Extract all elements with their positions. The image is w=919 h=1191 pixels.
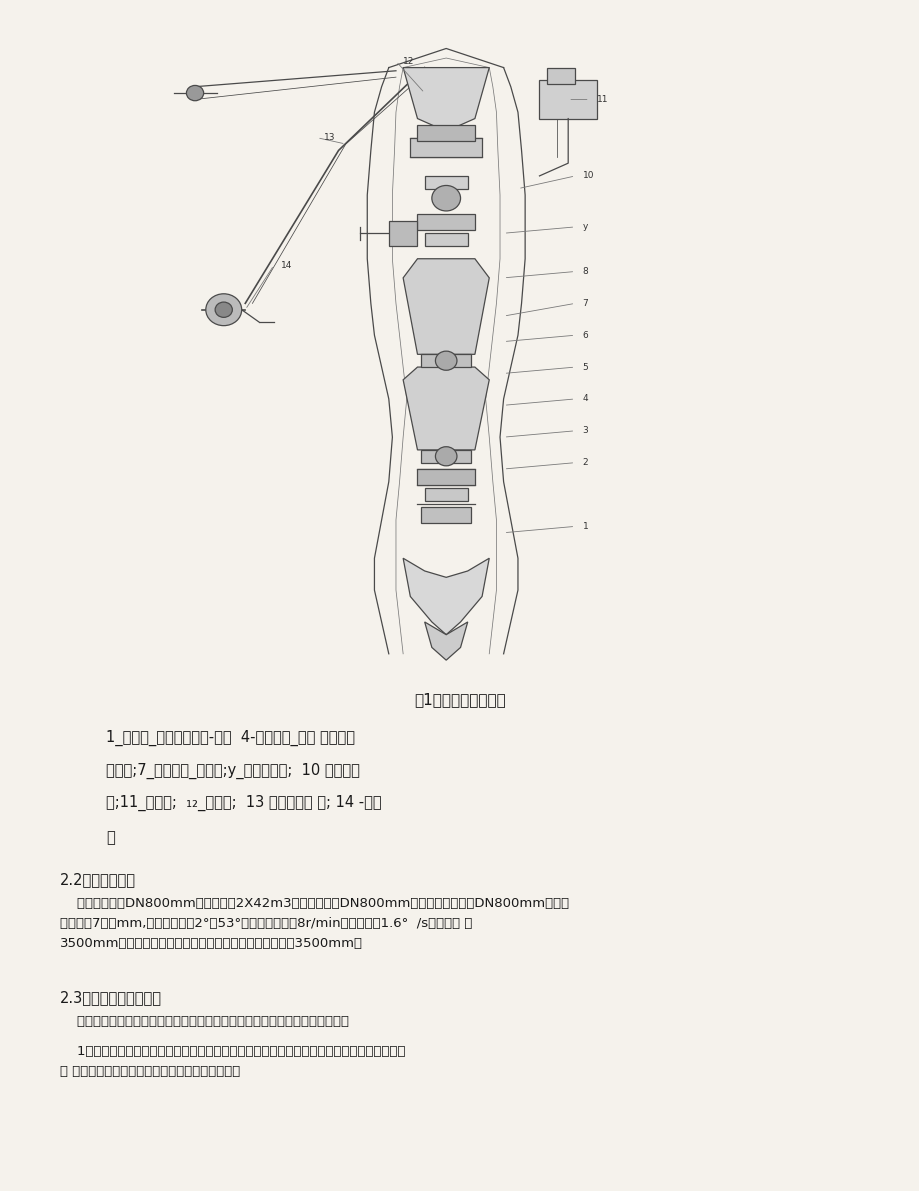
Circle shape xyxy=(215,303,233,317)
Bar xyxy=(389,220,417,247)
Text: 图1高炉炉顶设备布首: 图1高炉炉顶设备布首 xyxy=(414,692,505,707)
Circle shape xyxy=(435,351,457,370)
Text: 4: 4 xyxy=(582,394,587,404)
Circle shape xyxy=(206,294,242,325)
Text: 1_高炉乜_水冷齿轮笱乜-阀笱  4-称量罐应_上料 闸弋一上: 1_高炉乜_水冷齿轮笱乜-阀笱 4-称量罐应_上料 闸弋一上 xyxy=(106,730,355,747)
Text: 14: 14 xyxy=(281,261,292,269)
Text: 阀;11_消音器;  ₁₂_放散阀;  13 一粗煤气管 道; 14 -眼镜: 阀;11_消音器; ₁₂_放散阀; 13 一粗煤气管 道; 14 -眼镜 xyxy=(106,796,381,811)
Bar xyxy=(421,507,471,523)
Text: 12: 12 xyxy=(403,57,414,66)
Text: 13: 13 xyxy=(323,133,335,142)
Text: 6: 6 xyxy=(582,331,587,339)
Bar xyxy=(410,138,482,157)
Text: 上密封阀通径DN800mm，料罐容积2X42m3下密封阀通径DN800mm，料流调节阀通径DN800mm，中心
喃管直徂7〵〰mm,溥槽倾动范围2°～53°，溥: 上密封阀通径DN800mm，料罐容积2X42m3下密封阀通径DN800mm，料流… xyxy=(60,897,568,950)
Polygon shape xyxy=(403,258,489,355)
Polygon shape xyxy=(403,559,489,635)
Text: 1）根据炉料的下料特性，对料罐形状进行了优化，并缩小了两罐之间的距离，保证卸料时罐
内 炉料均匀下沉，基本消除了炉料在罐内的偏析。: 1）根据炉料的下料特性，对料罐形状进行了优化，并缩小了两罐之间的距离，保证卸料时… xyxy=(60,1045,405,1078)
Polygon shape xyxy=(403,367,489,450)
Text: 10: 10 xyxy=(582,172,594,180)
Bar xyxy=(425,488,467,501)
Text: 5: 5 xyxy=(582,362,587,372)
Bar xyxy=(539,80,596,119)
Text: 11: 11 xyxy=(596,95,607,104)
Text: 2.2主要设备规格: 2.2主要设备规格 xyxy=(60,872,136,887)
Text: 阀: 阀 xyxy=(106,830,115,844)
Text: 7: 7 xyxy=(582,299,587,307)
Text: 3: 3 xyxy=(582,426,587,435)
Text: 1: 1 xyxy=(582,522,587,531)
Text: 8: 8 xyxy=(582,267,587,276)
Circle shape xyxy=(187,86,203,101)
Polygon shape xyxy=(425,622,467,660)
Bar xyxy=(417,125,474,141)
Text: 密封阀;7_上料罐焉_皮带机;y_旋凤除尘器;  10 一均排压: 密封阀;7_上料罐焉_皮带机;y_旋凤除尘器; 10 一均排压 xyxy=(106,763,359,779)
Bar xyxy=(417,214,474,230)
Polygon shape xyxy=(403,68,489,131)
Bar xyxy=(421,355,471,367)
Bar xyxy=(546,68,574,83)
Text: 2: 2 xyxy=(582,459,587,467)
Circle shape xyxy=(435,447,457,466)
Text: 2.3新并罐炉顶设备特点: 2.3新并罐炉顶设备特点 xyxy=(60,990,162,1005)
Text: 新并罐无料钟炉顶设备与老式并罐无料钟炉顶设备相比，主要做了以下改进。: 新并罐无料钟炉顶设备与老式并罐无料钟炉顶设备相比，主要做了以下改进。 xyxy=(60,1015,348,1028)
Circle shape xyxy=(431,186,460,211)
Text: y: y xyxy=(582,223,587,231)
Bar xyxy=(417,469,474,485)
Bar xyxy=(425,233,467,247)
Bar xyxy=(421,450,471,462)
Bar xyxy=(425,176,467,188)
